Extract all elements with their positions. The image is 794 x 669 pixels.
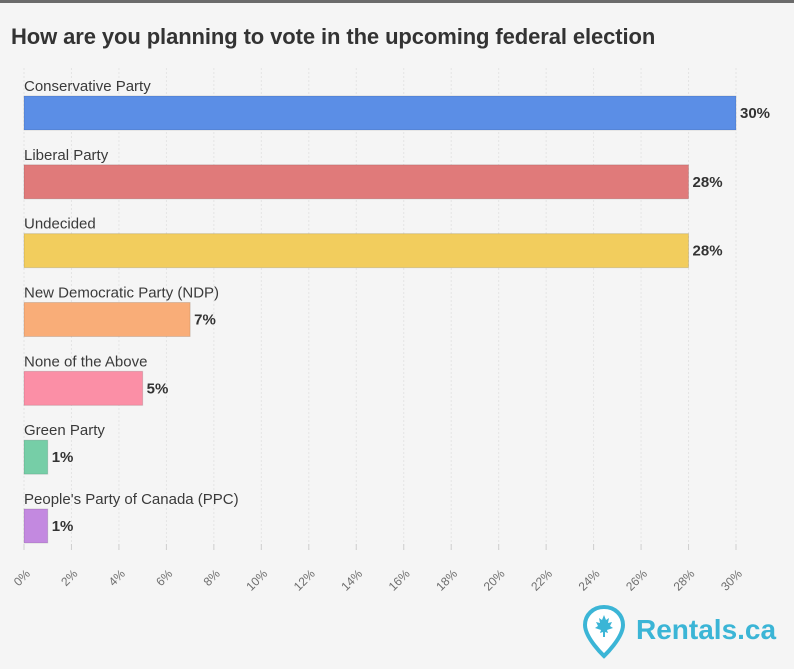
bar[interactable]: [23, 233, 690, 269]
category-label: Conservative Party: [24, 78, 151, 95]
value-label: 5%: [147, 380, 169, 397]
tick-label: 22%: [528, 566, 555, 593]
value-label: 1%: [52, 449, 74, 466]
category-label: Green Party: [24, 422, 105, 439]
tick-label: 4%: [106, 566, 128, 588]
tick-label: 26%: [623, 566, 650, 593]
bar[interactable]: [23, 164, 690, 200]
bars: Conservative Party 30% Liberal Party 28% Und…: [23, 78, 770, 544]
category-label: Liberal Party: [24, 147, 109, 164]
tick-label: 14%: [338, 566, 365, 593]
tick-label: 6%: [153, 566, 175, 588]
bar[interactable]: [23, 95, 737, 131]
x-axis-ticks: 0% 2% 4% 6% 8% 10% 12% 14% 16% 18% 20% 22% 24% 26% 28%…: [11, 544, 745, 594]
tick-label: 10%: [243, 566, 270, 593]
category-label: New Democratic Party (NDP): [24, 284, 219, 301]
tick-label: 24%: [576, 566, 603, 593]
maple-leaf-icon: [595, 615, 613, 637]
top-border: [0, 0, 794, 3]
grid-lines: [23, 68, 737, 550]
tick-label: 16%: [386, 566, 413, 593]
bar-chart: Conservative Party 30% Liberal Party 28% Und…: [11, 68, 770, 594]
tick-label: 20%: [481, 566, 508, 593]
bar[interactable]: [23, 439, 49, 475]
map-pin-icon: [582, 604, 626, 659]
tick-label: 12%: [291, 566, 318, 593]
bar[interactable]: [23, 508, 49, 544]
value-label: 30%: [740, 105, 770, 122]
tick-label: 30%: [718, 566, 745, 593]
value-label: 1%: [52, 518, 74, 535]
tick-label: 2%: [58, 566, 80, 588]
value-label: 28%: [693, 243, 723, 260]
bar[interactable]: [23, 370, 144, 406]
brand-logo[interactable]: Rentals.ca: [582, 604, 792, 660]
tick-label: 18%: [433, 566, 460, 593]
tick-label: 0%: [11, 566, 33, 588]
chart-title: How are you planning to vote in the upco…: [11, 24, 656, 49]
category-label: None of the Above: [24, 353, 147, 370]
tick-label: 8%: [201, 566, 223, 588]
category-label: People's Party of Canada (PPC): [24, 491, 239, 508]
bar[interactable]: [23, 301, 191, 337]
value-label: 7%: [194, 311, 216, 328]
tick-label: 28%: [671, 566, 698, 593]
value-label: 28%: [693, 174, 723, 191]
brand-name: Rentals.ca: [636, 614, 777, 645]
category-label: Undecided: [24, 216, 96, 233]
